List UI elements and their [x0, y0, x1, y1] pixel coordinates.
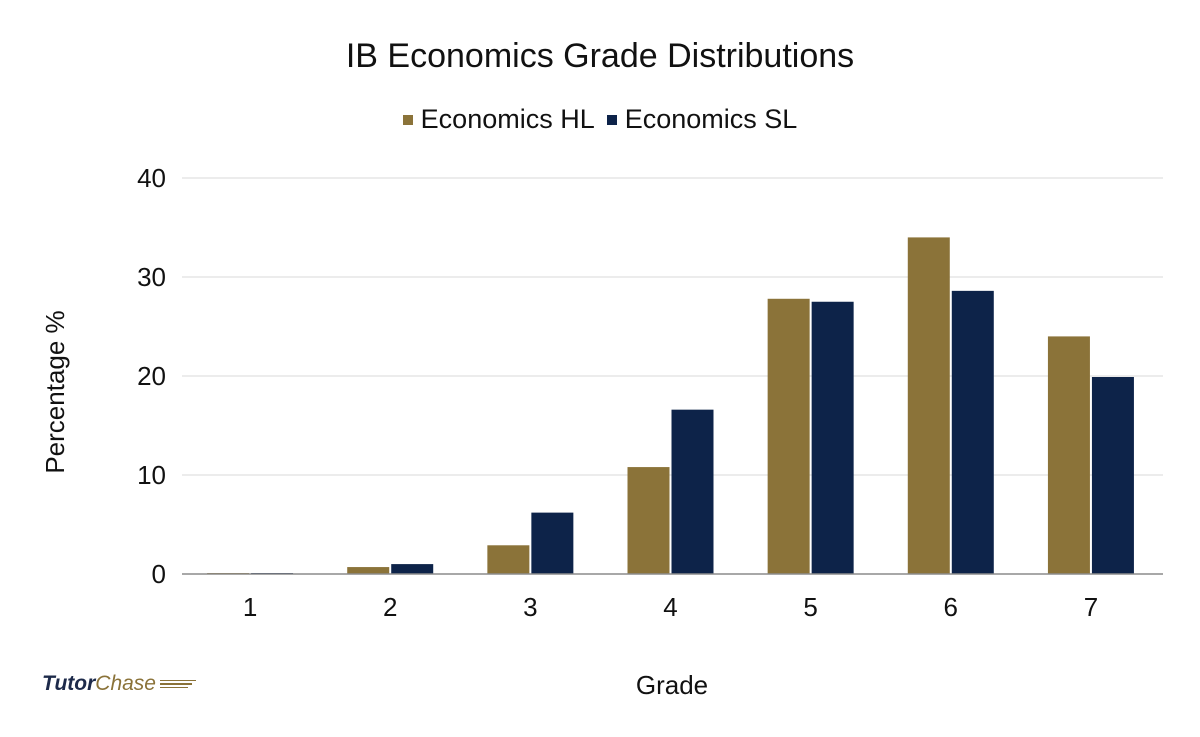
- legend-label-hl: Economics HL: [420, 104, 595, 134]
- bar-sl-grade-5: [811, 301, 854, 574]
- x-axis-label: Grade: [636, 670, 708, 700]
- bar-sl-grade-2: [391, 564, 434, 574]
- chart-legend: Economics HL Economics SL: [0, 104, 1200, 135]
- y-axis-ticks: 0 10 20 30 40: [137, 163, 166, 589]
- x-tick-label: 6: [944, 592, 958, 622]
- legend-swatch-hl: [402, 114, 413, 125]
- x-axis-ticks: 1 2 3 4 5 6 7: [243, 592, 1098, 622]
- x-tick-label: 7: [1084, 592, 1098, 622]
- legend-swatch-sl: [606, 114, 617, 125]
- legend-label-sl: Economics SL: [624, 104, 798, 134]
- y-axis-label: Percentage %: [40, 310, 70, 473]
- bar-hl-grade-7: [1047, 336, 1090, 574]
- bars: [207, 237, 1134, 575]
- bar-sl-grade-7: [1091, 376, 1134, 574]
- logo-text-tutor: Tutor: [42, 672, 96, 695]
- tutorchase-logo: Tutor Chase: [42, 672, 196, 696]
- bar-hl-grade-5: [767, 298, 810, 574]
- bar-hl-grade-6: [907, 237, 950, 574]
- logo-text-chase: Chase: [95, 672, 156, 695]
- bar-sl-grade-4: [671, 409, 714, 574]
- bar-hl-grade-2: [347, 567, 390, 574]
- y-tick-label: 10: [137, 460, 166, 490]
- x-tick-label: 5: [803, 592, 817, 622]
- bar-hl-grade-4: [627, 467, 670, 574]
- x-tick-label: 1: [243, 592, 257, 622]
- legend-item-sl: Economics SL: [606, 104, 798, 135]
- y-tick-label: 0: [152, 559, 166, 589]
- x-tick-label: 2: [383, 592, 397, 622]
- bar-hl-grade-3: [487, 545, 530, 574]
- logo-speed-lines-icon: [159, 679, 196, 689]
- chart-title: IB Economics Grade Distributions: [345, 37, 855, 75]
- legend-item-hl: Economics HL: [402, 104, 595, 135]
- x-tick-label: 3: [523, 592, 537, 622]
- bar-sl-grade-3: [531, 512, 574, 574]
- y-tick-label: 30: [137, 262, 166, 292]
- y-tick-label: 40: [137, 163, 166, 193]
- x-tick-label: 4: [663, 592, 677, 622]
- y-tick-label: 20: [137, 361, 166, 391]
- bar-sl-grade-6: [951, 290, 994, 574]
